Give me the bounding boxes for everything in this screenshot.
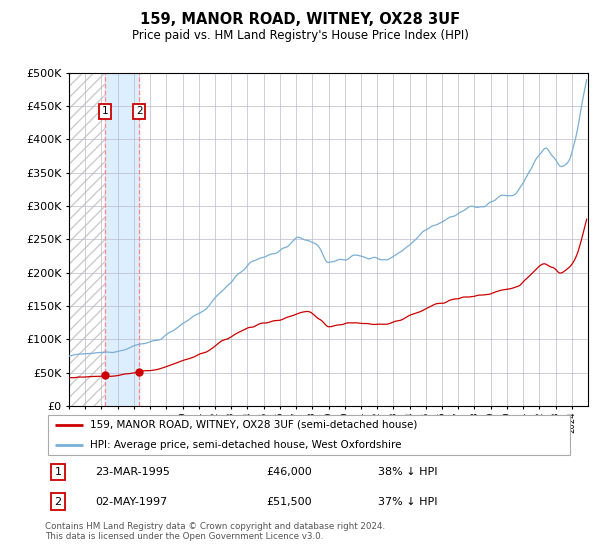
Text: 2: 2 — [136, 106, 143, 116]
Bar — [69, 73, 105, 406]
Text: £46,000: £46,000 — [267, 467, 313, 477]
Text: 159, MANOR ROAD, WITNEY, OX28 3UF (semi-detached house): 159, MANOR ROAD, WITNEY, OX28 3UF (semi-… — [90, 420, 417, 430]
Text: 1: 1 — [101, 106, 109, 116]
Bar — [105, 73, 139, 406]
Text: 2: 2 — [55, 497, 62, 507]
Text: HPI: Average price, semi-detached house, West Oxfordshire: HPI: Average price, semi-detached house,… — [90, 440, 401, 450]
Text: 02-MAY-1997: 02-MAY-1997 — [95, 497, 167, 507]
Text: £51,500: £51,500 — [267, 497, 313, 507]
Text: 1: 1 — [55, 467, 62, 477]
Text: 23-MAR-1995: 23-MAR-1995 — [95, 467, 170, 477]
Text: Price paid vs. HM Land Registry's House Price Index (HPI): Price paid vs. HM Land Registry's House … — [131, 29, 469, 42]
Text: 38% ↓ HPI: 38% ↓ HPI — [377, 467, 437, 477]
Text: 37% ↓ HPI: 37% ↓ HPI — [377, 497, 437, 507]
Text: Contains HM Land Registry data © Crown copyright and database right 2024.
This d: Contains HM Land Registry data © Crown c… — [45, 522, 385, 542]
FancyBboxPatch shape — [47, 414, 571, 455]
Text: 159, MANOR ROAD, WITNEY, OX28 3UF: 159, MANOR ROAD, WITNEY, OX28 3UF — [140, 12, 460, 27]
